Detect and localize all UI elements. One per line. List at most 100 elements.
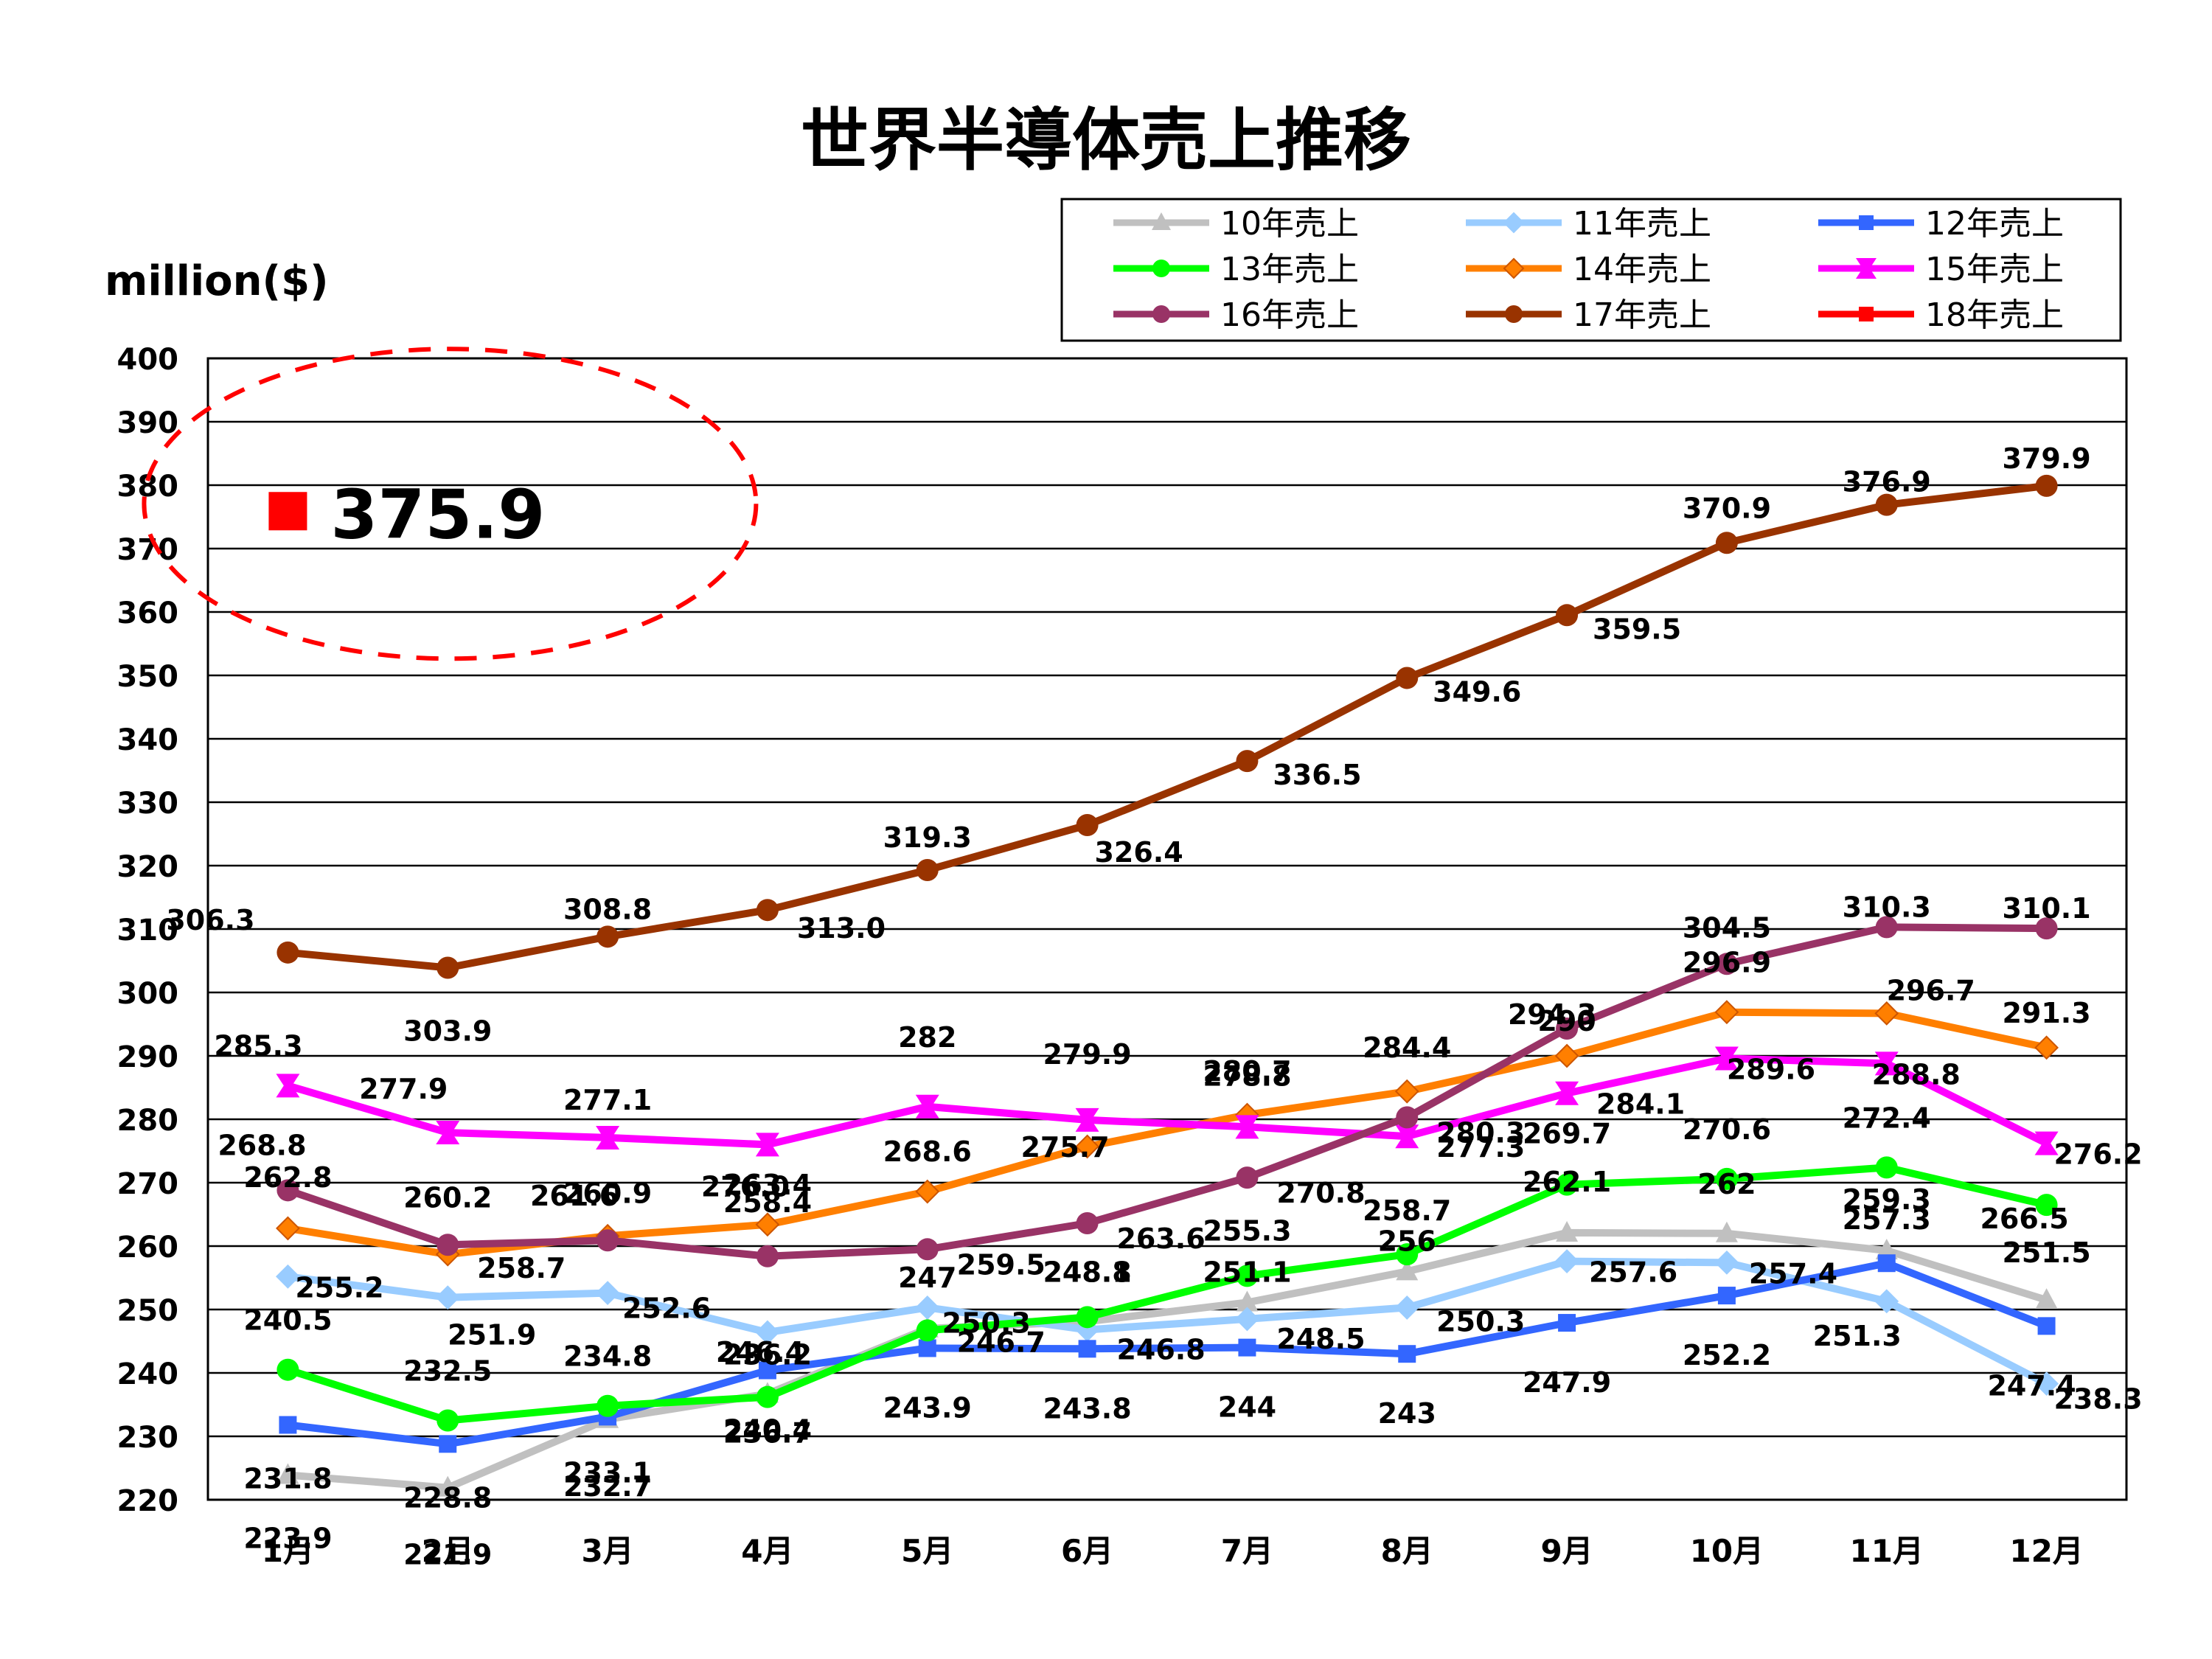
series-5-data-label: 288.8 [1872, 1058, 1961, 1091]
series-4-point [276, 1216, 300, 1241]
series-7-point [1715, 532, 1738, 554]
series-1-point [1503, 212, 1525, 234]
series-6-line [286, 923, 2047, 1260]
highlight-annotation [142, 347, 759, 661]
series-8-point [268, 492, 307, 531]
series-7-point [2035, 474, 2058, 497]
series-3-point [1236, 1265, 1259, 1287]
series-6-point [1152, 305, 1170, 323]
y-tick-label: 260 [117, 1231, 179, 1265]
series-7-point [1076, 813, 1099, 836]
series-2-point [1238, 1338, 1256, 1357]
series-7-data-label: 359.5 [1593, 613, 1681, 645]
legend-box [1060, 198, 2122, 342]
series-5-data-label: 282 [898, 1021, 956, 1054]
series-5-line [286, 1054, 2048, 1149]
series-2-data-label: 257.3 [1843, 1203, 1931, 1236]
series-5-point [436, 1121, 460, 1145]
series-6-point [756, 1245, 779, 1267]
series-6-point [437, 1234, 459, 1256]
series-7-data-label: 370.9 [1683, 492, 1771, 524]
legend-label: 14年売上 [1573, 251, 1711, 288]
series-1-point [1394, 1295, 1419, 1320]
series-0-point [1556, 1220, 1579, 1242]
series-0-point [1396, 1259, 1419, 1281]
series-8-point [1859, 307, 1874, 321]
series-1-point [1874, 1289, 1899, 1314]
legend-label: 16年売上 [1220, 296, 1359, 334]
series-2-data-label: 243.9 [883, 1391, 972, 1424]
series-1-data-label: 251.3 [1813, 1320, 1902, 1352]
series-5-data-label: 277.1 [563, 1084, 652, 1116]
series-5-data-label: 284.1 [1596, 1088, 1685, 1121]
series-6-point [1076, 1212, 1099, 1235]
y-tick-label: 240 [117, 1357, 179, 1391]
highlight-ellipse [142, 347, 759, 661]
series-7-point [916, 859, 939, 882]
series-1-data-label: 238.3 [2053, 1383, 2142, 1416]
series-2-data-label: 243.8 [1043, 1392, 1131, 1425]
series-3-data-label: 258.7 [1363, 1194, 1451, 1227]
series-group [268, 474, 2059, 1497]
legend-label: 13年売上 [1220, 251, 1359, 288]
series-0-point [1152, 212, 1171, 230]
series-1-point [276, 1264, 300, 1289]
series-7-point [1396, 667, 1419, 689]
grid-lines [208, 357, 2126, 1501]
legend-label: 12年売上 [1925, 205, 2064, 243]
series-6-point [597, 1229, 619, 1252]
series-2-line [287, 1259, 2048, 1448]
series-5-data-label: 276.2 [2053, 1138, 2142, 1171]
series-2-point [1398, 1345, 1416, 1363]
series-5-data-label: 289.6 [1727, 1053, 1815, 1085]
x-tick-label: 3月 [581, 1533, 633, 1569]
legend: 10年売上 11年売上 12年売上 13年売上 14年売上 15年売上 16年売上 17年売上… [1060, 198, 2122, 342]
series-4-data-label: 262.8 [243, 1161, 332, 1194]
series-0-data-label: 262.1 [1523, 1166, 1611, 1198]
series-2-data-label: 231.8 [243, 1463, 332, 1495]
series-4-point [2034, 1035, 2059, 1060]
series-2-point [439, 1435, 457, 1453]
series-6-data-label: 259.5 [957, 1248, 1046, 1281]
legend-label: 18年売上 [1925, 296, 2064, 334]
x-tick-label: 12月 [2009, 1533, 2083, 1569]
y-tick-label: 330 [117, 787, 179, 821]
series-0-data-label: 236.7 [723, 1416, 812, 1449]
series-4-data-label: 296.7 [1887, 974, 1975, 1006]
legend-label: 15年売上 [1925, 251, 2064, 288]
series-1-data-label: 250.3 [942, 1307, 1031, 1339]
x-tick-label: 4月 [741, 1533, 793, 1569]
series-3-point [276, 1358, 299, 1381]
series-7-point [1556, 604, 1579, 627]
series-7-data-label: 326.4 [1094, 836, 1183, 869]
series-4-data-label: 263.4 [723, 1169, 812, 1201]
series-3-data-label: 270.6 [1683, 1113, 1771, 1146]
series-3-data-label: 234.8 [563, 1340, 652, 1373]
series-3-data-label: 248.8 [1043, 1256, 1131, 1288]
data-labels: 223.9 221.9 232.7 236.7 247 248.1 251.1 256 262.… [166, 442, 2142, 1571]
y-tick-label: 300 [117, 977, 179, 1011]
x-tick-label: 8月 [1381, 1533, 1433, 1569]
series-2-data-label: 233.1 [563, 1456, 652, 1489]
series-5-point [1075, 1107, 1099, 1132]
series-1-data-label: 246.8 [1116, 1334, 1205, 1366]
y-tick-label: 340 [117, 723, 179, 757]
series-5-data-label: 279.9 [1043, 1038, 1131, 1071]
series-6-point [1556, 1018, 1579, 1040]
series-4-point [755, 1212, 780, 1237]
plot-area [206, 357, 2128, 1501]
series-6-point [2035, 917, 2058, 940]
series-3-data-label: 232.5 [403, 1355, 492, 1388]
x-tick-label: 6月 [1061, 1533, 1113, 1569]
series-6-data-label: 304.5 [1683, 911, 1771, 944]
series-5-point [1714, 1046, 1739, 1071]
series-4-point [1554, 1043, 1579, 1068]
series-2-data-label: 247.9 [1523, 1366, 1611, 1399]
series-6-data-label: 310.1 [2002, 892, 2090, 925]
series-5-point [1395, 1124, 1419, 1149]
series-0-line [288, 1228, 2048, 1492]
series-6-data-label: 294.3 [1508, 998, 1596, 1031]
series-0-point [1875, 1239, 1898, 1260]
legend-label: 10年売上 [1220, 205, 1359, 243]
series-6-point [1715, 953, 1738, 975]
